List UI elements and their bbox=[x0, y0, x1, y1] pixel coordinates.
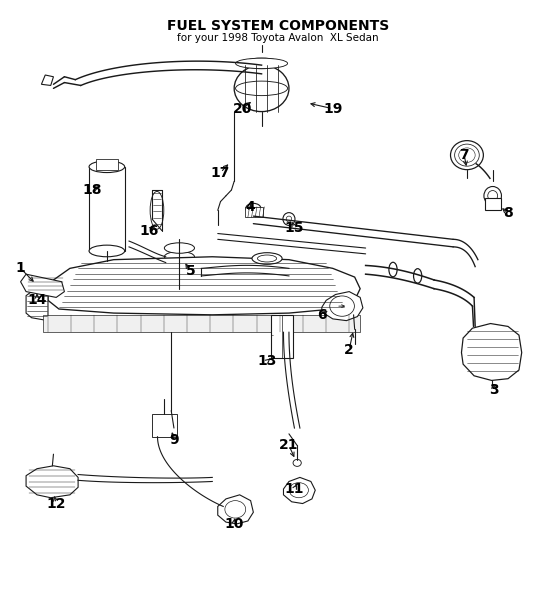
Text: 8: 8 bbox=[503, 206, 513, 220]
Ellipse shape bbox=[165, 277, 195, 288]
Text: 19: 19 bbox=[323, 102, 342, 115]
Text: 2: 2 bbox=[344, 343, 354, 357]
Ellipse shape bbox=[293, 459, 301, 466]
Ellipse shape bbox=[257, 255, 277, 262]
Polygon shape bbox=[218, 495, 254, 524]
Text: 17: 17 bbox=[211, 166, 230, 180]
Text: 20: 20 bbox=[233, 102, 252, 115]
Text: for your 1998 Toyota Avalon  XL Sedan: for your 1998 Toyota Avalon XL Sedan bbox=[177, 33, 379, 43]
Ellipse shape bbox=[246, 203, 261, 214]
Polygon shape bbox=[461, 323, 522, 380]
Ellipse shape bbox=[236, 58, 287, 69]
Ellipse shape bbox=[252, 253, 282, 264]
Text: 7: 7 bbox=[459, 148, 469, 162]
Ellipse shape bbox=[450, 141, 483, 170]
Bar bbox=[89, 167, 125, 251]
Text: 5: 5 bbox=[186, 264, 195, 278]
Bar bbox=[245, 207, 263, 217]
Text: 15: 15 bbox=[285, 221, 304, 235]
Text: 9: 9 bbox=[169, 433, 179, 446]
Ellipse shape bbox=[484, 187, 502, 205]
Bar bbox=[485, 197, 502, 210]
Polygon shape bbox=[41, 75, 53, 85]
Ellipse shape bbox=[165, 252, 195, 262]
Bar bbox=[96, 159, 118, 170]
Ellipse shape bbox=[89, 161, 125, 173]
Polygon shape bbox=[21, 274, 64, 297]
Ellipse shape bbox=[242, 58, 281, 69]
Text: 11: 11 bbox=[285, 482, 304, 496]
Text: 14: 14 bbox=[27, 293, 47, 307]
Polygon shape bbox=[284, 478, 315, 504]
Polygon shape bbox=[26, 292, 48, 320]
Ellipse shape bbox=[165, 243, 195, 253]
Polygon shape bbox=[322, 292, 363, 320]
Text: 4: 4 bbox=[246, 200, 256, 214]
Text: 1: 1 bbox=[16, 262, 26, 276]
Text: 10: 10 bbox=[225, 517, 244, 531]
Polygon shape bbox=[48, 257, 360, 315]
Bar bbox=[271, 315, 294, 358]
Ellipse shape bbox=[165, 269, 195, 279]
Ellipse shape bbox=[286, 216, 292, 222]
Ellipse shape bbox=[283, 213, 295, 226]
Text: 12: 12 bbox=[47, 497, 66, 511]
Text: 13: 13 bbox=[257, 354, 277, 368]
Bar bbox=[152, 413, 177, 437]
Text: 6: 6 bbox=[317, 308, 326, 322]
Text: 21: 21 bbox=[279, 438, 299, 452]
Text: 16: 16 bbox=[140, 224, 159, 237]
Polygon shape bbox=[26, 466, 78, 498]
Ellipse shape bbox=[89, 245, 125, 257]
Ellipse shape bbox=[165, 260, 195, 271]
Polygon shape bbox=[42, 315, 360, 332]
Ellipse shape bbox=[234, 65, 289, 111]
Text: 18: 18 bbox=[82, 183, 102, 197]
Text: 3: 3 bbox=[489, 383, 499, 398]
Text: FUEL SYSTEM COMPONENTS: FUEL SYSTEM COMPONENTS bbox=[167, 19, 389, 32]
